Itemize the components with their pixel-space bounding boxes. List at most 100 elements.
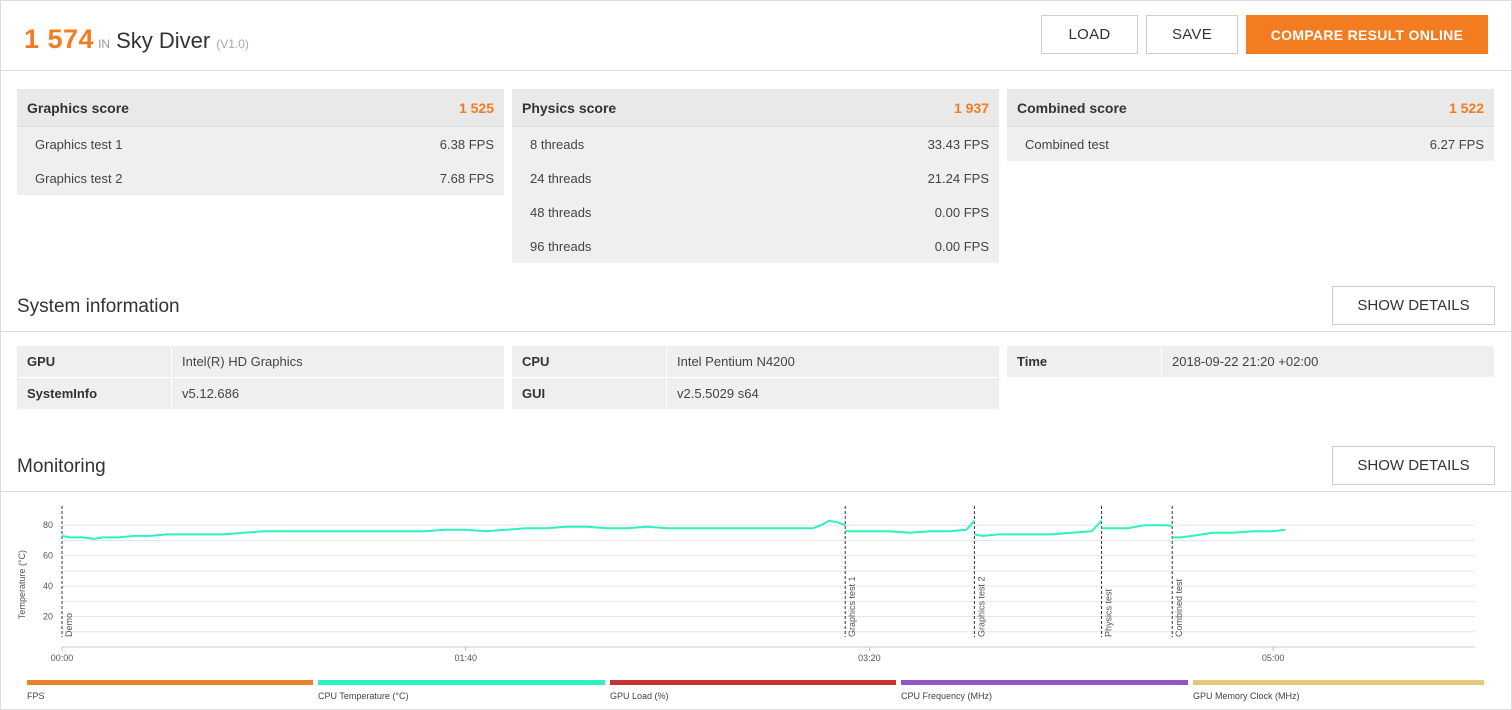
- system-info-row: GUI v2.5.5029 s64: [512, 378, 999, 409]
- row-value: 21.24 FPS: [927, 170, 989, 186]
- cpu-value: Intel Pentium N4200: [667, 346, 999, 377]
- in-label: IN: [98, 37, 111, 51]
- system-info-row: Time 2018-09-22 21:20 +02:00: [1007, 346, 1494, 377]
- score-row: Graphics test 1 6.38 FPS: [17, 127, 504, 161]
- series-line: [1172, 528, 1286, 539]
- row-value: 0.00 FPS: [934, 204, 989, 220]
- save-button[interactable]: SAVE: [1146, 15, 1238, 54]
- legend-swatch: [27, 680, 313, 685]
- panel-title: Graphics score: [27, 99, 129, 116]
- legend-swatch: [318, 680, 605, 685]
- legend-swatch: [1193, 680, 1484, 685]
- y-tick-label: 40: [43, 581, 53, 591]
- compare-result-online-button[interactable]: COMPARE RESULT ONLINE: [1246, 15, 1488, 54]
- series-line: [974, 520, 1103, 537]
- benchmark-version: (V1.0): [216, 37, 249, 51]
- combined-score-panel: Combined score 1 522 Combined test 6.27 …: [1007, 89, 1494, 161]
- y-axis-label: Temperature (°C): [17, 550, 27, 619]
- time-value: 2018-09-22 21:20 +02:00: [1162, 346, 1494, 377]
- gpu-key: GPU: [17, 346, 171, 377]
- legend-item-gpu-load[interactable]: GPU Load (%): [610, 680, 896, 704]
- divider: [0, 331, 1512, 332]
- system-information-title: System information: [17, 296, 180, 317]
- divider: [0, 491, 1512, 492]
- score-row: 48 threads 0.00 FPS: [512, 195, 999, 229]
- panel-title: Combined score: [1017, 99, 1127, 116]
- monitoring-show-details-button[interactable]: SHOW DETAILS: [1332, 446, 1495, 485]
- legend-item-cpu-frequency[interactable]: CPU Frequency (MHz): [901, 680, 1188, 704]
- test-marker-label: Graphics test 1: [847, 576, 857, 637]
- legend-label: GPU Memory Clock (MHz): [1193, 691, 1300, 701]
- system-info-column: CPU Intel Pentium N4200 GUI v2.5.5029 s6…: [512, 346, 999, 410]
- row-label: Graphics test 1: [35, 136, 123, 152]
- panel-score: 1 522: [1448, 99, 1484, 116]
- systeminfo-key: SystemInfo: [17, 378, 171, 409]
- time-key: Time: [1007, 346, 1161, 377]
- row-label: Graphics test 2: [35, 170, 123, 186]
- test-marker-label: Graphics test 2: [976, 576, 986, 637]
- row-label: 96 threads: [530, 238, 592, 254]
- system-info-column: Time 2018-09-22 21:20 +02:00: [1007, 346, 1494, 378]
- systeminfo-value: v5.12.686: [172, 378, 504, 409]
- legend-label: CPU Frequency (MHz): [901, 691, 993, 701]
- test-marker-label: Physics test: [1104, 588, 1114, 637]
- gpu-value: Intel(R) HD Graphics: [172, 346, 504, 377]
- row-label: 8 threads: [530, 136, 585, 152]
- x-tick-label: 05:00: [1262, 653, 1285, 663]
- legend-label: CPU Temperature (°C): [318, 691, 409, 701]
- test-marker-label: Combined test: [1174, 578, 1184, 637]
- graphics-score-panel: Graphics score 1 525 Graphics test 1 6.3…: [17, 89, 504, 195]
- gui-value: v2.5.5029 s64: [667, 378, 999, 409]
- legend-item-cpu-temperature[interactable]: CPU Temperature (°C): [318, 680, 605, 704]
- y-tick-label: 20: [43, 612, 53, 622]
- system-info-row: CPU Intel Pentium N4200: [512, 346, 999, 377]
- row-label: Combined test: [1025, 136, 1109, 152]
- legend-item-gpu-memory-clock[interactable]: GPU Memory Clock (MHz): [1193, 680, 1484, 704]
- score-row: Combined test 6.27 FPS: [1007, 127, 1494, 161]
- legend-swatch: [901, 680, 1188, 685]
- test-marker-label: Demo: [64, 613, 74, 637]
- x-tick-label: 01:40: [454, 653, 477, 663]
- x-tick-label: 03:20: [858, 653, 881, 663]
- series-line: [1101, 524, 1173, 530]
- legend-swatch: [610, 680, 896, 685]
- panel-header: Graphics score 1 525: [17, 89, 504, 127]
- result-header: 1 574 IN Sky Diver (V1.0) LOAD SAVE COMP…: [0, 0, 1512, 71]
- panel-header: Physics score 1 937: [512, 89, 999, 127]
- row-value: 0.00 FPS: [934, 238, 989, 254]
- system-info-column: GPU Intel(R) HD Graphics SystemInfo v5.1…: [17, 346, 504, 410]
- overall-score: 1 574: [24, 24, 95, 54]
- legend-label: GPU Load (%): [610, 691, 669, 701]
- y-tick-label: 60: [43, 551, 53, 561]
- row-value: 7.68 FPS: [439, 170, 494, 186]
- x-tick-label: 00:00: [51, 653, 74, 663]
- series-line: [845, 520, 976, 534]
- gui-key: GUI: [512, 378, 666, 409]
- row-label: 24 threads: [530, 170, 592, 186]
- series-line: [61, 519, 846, 540]
- panel-header: Combined score 1 522: [1007, 89, 1494, 127]
- legend-label: FPS: [27, 691, 45, 701]
- load-button[interactable]: LOAD: [1041, 15, 1138, 54]
- monitoring-chart: 20 40 60 80 Temperature (°C) 00:00 01:40 03:20 0…: [17, 506, 1475, 663]
- monitoring-title: Monitoring: [17, 456, 106, 477]
- row-value: 6.38 FPS: [439, 136, 494, 152]
- panel-title: Physics score: [522, 99, 617, 116]
- score-row: Graphics test 2 7.68 FPS: [17, 161, 504, 195]
- benchmark-name: Sky Diver: [116, 28, 211, 53]
- system-info-row: SystemInfo v5.12.686: [17, 378, 504, 409]
- panel-score: 1 525: [458, 99, 494, 116]
- physics-score-panel: Physics score 1 937 8 threads 33.43 FPS …: [512, 89, 999, 263]
- system-show-details-button[interactable]: SHOW DETAILS: [1332, 286, 1495, 325]
- y-tick-label: 80: [43, 520, 53, 530]
- overall-score-title: 1 574 IN Sky Diver (V1.0): [24, 24, 249, 55]
- score-row: 96 threads 0.00 FPS: [512, 229, 999, 263]
- row-value: 33.43 FPS: [927, 136, 989, 152]
- legend-item-fps[interactable]: FPS: [27, 680, 313, 704]
- score-row: 24 threads 21.24 FPS: [512, 161, 999, 195]
- cpu-key: CPU: [512, 346, 666, 377]
- row-value: 6.27 FPS: [1429, 136, 1484, 152]
- row-label: 48 threads: [530, 204, 592, 220]
- score-row: 8 threads 33.43 FPS: [512, 127, 999, 161]
- panel-score: 1 937: [953, 99, 989, 116]
